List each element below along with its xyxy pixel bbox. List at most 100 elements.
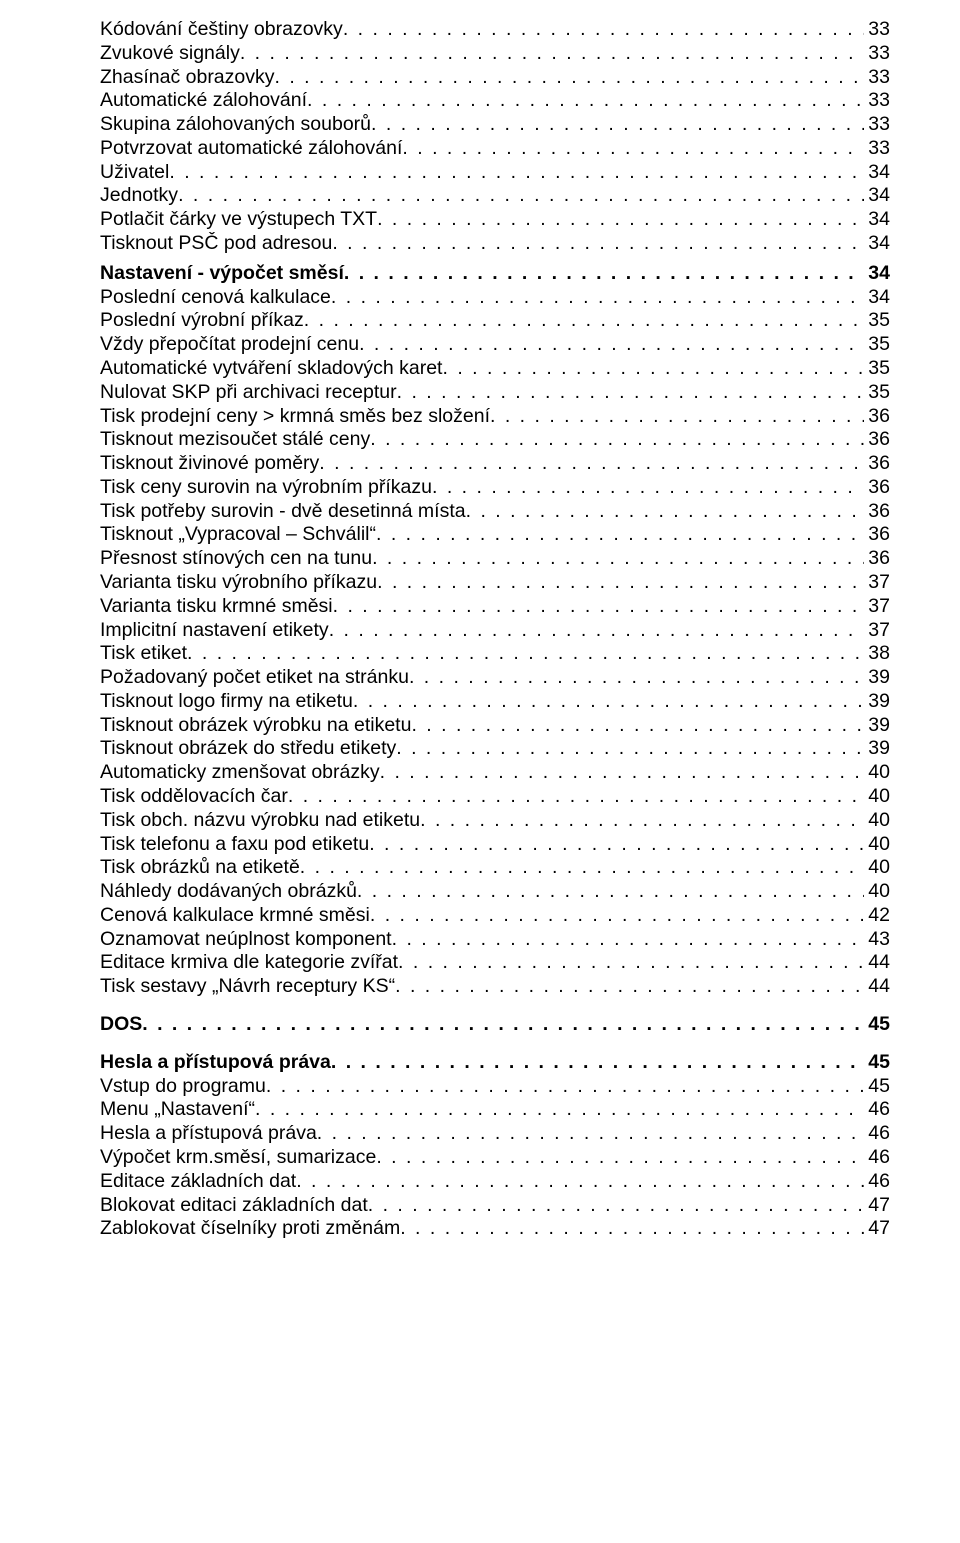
- toc-label: Automatické zálohování: [100, 89, 307, 113]
- toc-page-number: 36: [864, 405, 890, 429]
- toc-row: Požadovaný počet etiket na stránku39: [100, 666, 890, 690]
- toc-page-number: 37: [864, 571, 890, 595]
- toc-row: Poslední výrobní příkaz 35: [100, 309, 890, 333]
- toc-label: Tisk oddělovacích čar: [100, 785, 288, 809]
- toc-page-number: 46: [864, 1146, 890, 1170]
- toc-label: Blokovat editaci základních dat: [100, 1194, 368, 1218]
- toc-label: Hesla a přístupová práva: [100, 1122, 317, 1146]
- toc-page-number: 36: [864, 523, 890, 547]
- toc-label: Implicitní nastavení etikety: [100, 619, 329, 643]
- toc-row: Tisknout „Vypracoval – Schválil“36: [100, 523, 890, 547]
- toc-row: Tisk oddělovacích čar 40: [100, 785, 890, 809]
- toc-row: Automatické zálohování33: [100, 89, 890, 113]
- toc-leader: [376, 1146, 864, 1170]
- toc-row: Varianta tisku krmné směsi37: [100, 595, 890, 619]
- toc-label: Tisknout obrázek do středu etikety: [100, 737, 396, 761]
- toc-page-number: 34: [864, 232, 890, 256]
- toc-row: Vždy přepočítat prodejní cenu 35: [100, 333, 890, 357]
- toc-label: Poslední výrobní příkaz: [100, 309, 304, 333]
- toc-label: Vždy přepočítat prodejní cenu: [100, 333, 359, 357]
- toc-leader: [369, 833, 864, 857]
- toc-page-number: 33: [864, 113, 890, 137]
- toc-page-number: 45: [864, 1013, 890, 1037]
- toc-row: Potlačit čárky ve výstupech TXT34: [100, 208, 890, 232]
- toc-row: Tisknout živinové poměry36: [100, 452, 890, 476]
- toc-row: Tisk potřeby surovin - dvě desetinná mís…: [100, 500, 890, 524]
- toc-leader: [169, 161, 864, 185]
- toc-row: Tisknout PSČ pod adresou34: [100, 232, 890, 256]
- toc-row: Editace krmiva dle kategorie zvířat44: [100, 951, 890, 975]
- toc-gap: [100, 1037, 890, 1051]
- toc-leader: [255, 1098, 864, 1122]
- toc-label: Editace krmiva dle kategorie zvířat: [100, 951, 398, 975]
- toc-page-number: 45: [864, 1075, 890, 1099]
- toc-row: Uživatel34: [100, 161, 890, 185]
- toc-page-number: 40: [864, 785, 890, 809]
- toc-page-number: 40: [864, 880, 890, 904]
- toc-leader: [333, 595, 865, 619]
- toc-page-number: 34: [864, 184, 890, 208]
- toc-label: Potvrzovat automatické zálohování: [100, 137, 402, 161]
- toc-label: Tisk potřeby surovin - dvě desetinná mís…: [100, 500, 466, 524]
- toc-leader: [466, 500, 865, 524]
- toc-leader: [490, 405, 864, 429]
- toc-page-number: 40: [864, 833, 890, 857]
- toc-label: Kódování češtiny obrazovky: [100, 18, 343, 42]
- toc-leader: [398, 951, 864, 975]
- toc-page-number: 36: [864, 500, 890, 524]
- toc-row: Jednotky 34: [100, 184, 890, 208]
- toc-label: Vstup do programu: [100, 1075, 266, 1099]
- toc-page-number: 34: [864, 286, 890, 310]
- toc-leader: [178, 184, 864, 208]
- toc-leader: [187, 642, 864, 666]
- toc-page-number: 39: [864, 737, 890, 761]
- toc-page-number: 37: [864, 595, 890, 619]
- toc-label: Varianta tisku výrobního příkazu: [100, 571, 377, 595]
- toc-page-number: 34: [864, 262, 890, 286]
- toc-label: Zablokovat číselníky proti změnám: [100, 1217, 400, 1241]
- toc-label: Tisk ceny surovin na výrobním příkazu: [100, 476, 432, 500]
- toc-page-number: 38: [864, 642, 890, 666]
- toc-label: Zvukové signály: [100, 42, 240, 66]
- toc-row: Tisknout obrázek do středu etikety 39: [100, 737, 890, 761]
- toc-page-number: 35: [864, 381, 890, 405]
- toc-row: Automatické vytváření skladových karet35: [100, 357, 890, 381]
- toc-leader: [359, 333, 864, 357]
- toc-row: Tisk obrázků na etiketě40: [100, 856, 890, 880]
- toc-row: Oznamovat neúplnost komponent43: [100, 928, 890, 952]
- toc-page-number: 39: [864, 690, 890, 714]
- toc-row: Menu „Nastavení“46: [100, 1098, 890, 1122]
- toc-label: Tisknout logo firmy na etiketu: [100, 690, 353, 714]
- toc-leader: [344, 262, 864, 286]
- toc-leader: [368, 1194, 865, 1218]
- toc-gap: [100, 999, 890, 1013]
- toc-leader: [266, 1075, 864, 1099]
- toc-row: Tisk obch. názvu výrobku nad etiketu40: [100, 809, 890, 833]
- toc-row: Potvrzovat automatické zálohování33: [100, 137, 890, 161]
- toc-label: Tisk prodejní ceny > krmná směs bez slož…: [100, 405, 490, 429]
- toc-row: Implicitní nastavení etikety 37: [100, 619, 890, 643]
- toc-leader: [332, 232, 864, 256]
- toc-label: Jednotky: [100, 184, 178, 208]
- toc-row: Blokovat editaci základních dat47: [100, 1194, 890, 1218]
- toc-page-number: 34: [864, 161, 890, 185]
- toc-page-number: 36: [864, 547, 890, 571]
- toc-page-number: 37: [864, 619, 890, 643]
- toc-label: Výpočet krm.směsí, sumarizace: [100, 1146, 376, 1170]
- toc-leader: [331, 286, 864, 310]
- toc-label: Nulovat SKP při archivaci receptur: [100, 381, 397, 405]
- toc-page-number: 33: [864, 42, 890, 66]
- toc-label: Tisk obrázků na etiketě: [100, 856, 300, 880]
- toc-page-number: 39: [864, 666, 890, 690]
- toc-page-number: 35: [864, 309, 890, 333]
- toc-leader: [395, 975, 864, 999]
- toc-page-number: 40: [864, 809, 890, 833]
- toc-label: Skupina zálohovaných souborů: [100, 113, 371, 137]
- toc-row: Přesnost stínových cen na tunu36: [100, 547, 890, 571]
- toc-leader: [376, 523, 864, 547]
- toc-page-number: 44: [864, 975, 890, 999]
- toc-label: Tisknout obrázek výrobku na etiketu: [100, 714, 411, 738]
- toc-leader: [411, 714, 864, 738]
- toc-page-number: 35: [864, 333, 890, 357]
- toc-label: Oznamovat neúplnost komponent: [100, 928, 392, 952]
